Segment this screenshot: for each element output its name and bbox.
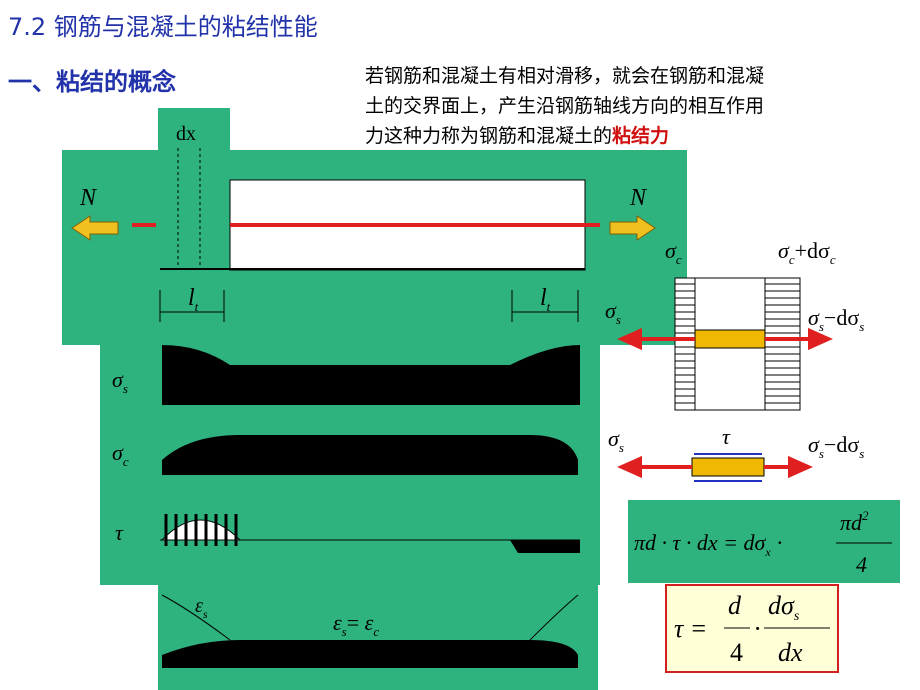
label: c	[830, 252, 836, 267]
label: τ =	[674, 614, 707, 643]
formula1: πd · τ · dx = dσx · πd2 4	[634, 508, 892, 577]
svg-text:σc+dσc: σc+dσc	[778, 238, 836, 267]
small-arrows	[617, 455, 813, 479]
label: σ	[808, 432, 820, 457]
sigma-c-diagram	[162, 435, 578, 475]
svg-text:dσs: dσs	[768, 591, 800, 624]
label: σ	[665, 238, 677, 263]
label: dσ	[768, 591, 795, 620]
lt-label: lt	[540, 285, 551, 314]
label: dx	[176, 123, 196, 145]
svg-text:πd · τ · dx = dσx·: πd · τ · dx = dσx ·	[634, 530, 782, 559]
svg-text:σs−dσs: σs−dσs	[808, 432, 864, 461]
label: t	[195, 299, 199, 314]
label: l	[540, 285, 547, 311]
label: πd	[840, 510, 863, 535]
label: ε	[195, 595, 203, 617]
eps-curves	[161, 594, 579, 641]
tau-hatch	[164, 514, 238, 546]
shear-arrows	[694, 453, 762, 482]
lt-label: lt	[188, 285, 199, 314]
formula2: τ = d 4 · dσs dx	[674, 591, 830, 667]
label: 2	[862, 508, 869, 523]
label: s	[859, 319, 864, 334]
svg-text:σs: σs	[605, 298, 621, 327]
highlight: 粘结力	[612, 124, 669, 147]
tau-hump	[160, 519, 242, 541]
small-labels: σs τ σs−dσs	[608, 424, 864, 461]
label: c	[676, 252, 682, 267]
label: c	[123, 454, 129, 469]
sigma-c-label: σc	[112, 440, 129, 469]
element-arrows	[617, 327, 833, 351]
dx-label: dx	[176, 123, 196, 145]
sigma-s-label: σs	[112, 367, 128, 396]
label: ε	[365, 610, 374, 635]
label: x	[764, 545, 771, 559]
lt-dims	[159, 290, 579, 322]
svg-text:πd2: πd2	[840, 508, 869, 535]
force-label: N	[629, 185, 648, 211]
label: s	[619, 440, 624, 455]
label: πd · τ · dx = dσ	[634, 530, 767, 555]
small-bar	[691, 457, 765, 477]
label: −dσ	[824, 305, 859, 330]
label: 4	[856, 552, 867, 577]
desc-line: 土的交界面上，产生沿钢筋轴线方向的相互作用	[365, 95, 764, 117]
desc-text: 力这种力称为钢筋和混凝土的	[365, 125, 612, 147]
svg-text:σc: σc	[665, 238, 682, 267]
label: σ	[112, 367, 124, 392]
desc-line: 若钢筋和混凝土有相对滑移，就会在钢筋和混凝	[365, 65, 764, 87]
label: c	[373, 624, 379, 639]
label: s	[859, 446, 864, 461]
label: σ	[778, 238, 790, 263]
label: ·	[777, 530, 783, 555]
label: σ	[808, 305, 820, 330]
label: ε	[333, 610, 342, 635]
label: τ	[722, 424, 731, 449]
eps-diagram	[162, 640, 578, 668]
label: s	[794, 609, 800, 624]
heading: 一、粘结的概念	[8, 68, 176, 96]
arrow-left	[71, 215, 119, 241]
tau-label: τ	[115, 520, 124, 545]
svg-text:σs: σs	[608, 426, 624, 455]
label: 4	[730, 638, 743, 667]
label: c	[789, 252, 795, 267]
tau-right	[510, 540, 580, 553]
sigma-s-diagram	[162, 345, 580, 405]
label: t	[547, 299, 551, 314]
eps-label: εs	[195, 595, 208, 621]
dx-lines	[177, 148, 201, 268]
label: s	[616, 312, 621, 327]
force-label: N	[79, 185, 98, 211]
element-labels: σc σc+dσc σs σs−dσs	[605, 238, 864, 334]
description: 若钢筋和混凝土有相对滑移，就会在钢筋和混凝 土的交界面上，产生沿钢筋轴线方向的相…	[365, 65, 764, 147]
arrow-right	[609, 215, 656, 241]
formula2-box	[665, 584, 839, 673]
label: d	[728, 591, 742, 620]
eps-eq: εs= εc	[333, 610, 379, 639]
label: σ	[605, 298, 617, 323]
label: s	[203, 607, 208, 621]
element	[674, 277, 801, 411]
label: dx	[778, 638, 803, 667]
title: 7.2 钢筋与混凝土的粘结性能	[8, 13, 318, 41]
label: ·	[754, 614, 761, 643]
svg-text:σs−dσs: σs−dσs	[808, 305, 864, 334]
label: s	[342, 624, 347, 639]
label: s	[123, 381, 128, 396]
label: +dσ	[795, 238, 830, 263]
label: s	[819, 319, 824, 334]
label: −dσ	[824, 432, 859, 457]
label: σ	[112, 440, 124, 465]
desc-line: 力这种力称为钢筋和混凝土的粘结力	[365, 124, 669, 147]
label: s	[819, 446, 824, 461]
label: l	[188, 285, 195, 311]
formula1-box	[628, 500, 900, 583]
label: =	[347, 610, 365, 635]
label: σ	[608, 426, 620, 451]
